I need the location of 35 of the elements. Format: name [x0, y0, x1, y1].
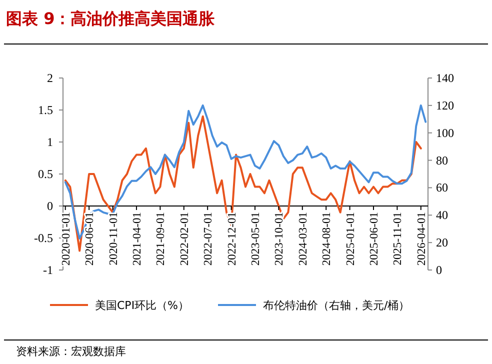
x-tick-label: 2022-02-01: [178, 212, 191, 266]
y2-tick-label: 60: [436, 180, 448, 195]
y2-tick-label: 140: [436, 71, 454, 85]
x-tick-label: 2024-08-01: [321, 212, 334, 266]
x-tick-label: 2022-12-01: [226, 212, 238, 266]
y2-tick-label: 100: [436, 126, 454, 140]
y2-tick-label: 0: [436, 263, 442, 277]
y-tick-label: 0.5: [38, 167, 53, 181]
y-tick-label: -0.5: [34, 231, 53, 245]
chart-title: 图表 9：高油价推高美国通胀: [6, 9, 216, 28]
x-tick-label: 2020-06-01: [84, 212, 96, 266]
x-tick-label: 2024-03-01: [297, 212, 310, 266]
x-tick-label: 2022-07-01: [202, 212, 215, 266]
x-tick-label: 2025-01-01: [344, 212, 357, 266]
x-tick-label: 2021-04-01: [131, 212, 144, 266]
text: 资料来源：宏观数据库: [16, 345, 126, 358]
y2-tick-label: 40: [436, 208, 448, 222]
x-tick-label: 2020-01-01: [60, 212, 72, 266]
x-tick-label: 2025-06-01: [368, 212, 380, 266]
x-tick-label: 2023-05-01: [250, 212, 262, 266]
x-tick-label: 2025-11-01: [392, 212, 404, 266]
y-tick-label: 1: [47, 135, 53, 149]
y2-tick-label: 80: [436, 153, 448, 168]
y-tick-label: 1.5: [38, 103, 53, 117]
y2-tick-label: 20: [436, 236, 448, 250]
legend-label: 美国CPI环比（%）: [95, 299, 190, 312]
x-tick-label: 2026-04-01: [416, 212, 428, 266]
x-tick-label: 2020-11-01: [108, 212, 120, 266]
y-tick-label: -1: [43, 263, 53, 277]
x-tick-label: 2023-10-01: [274, 212, 286, 266]
y2-tick-label: 120: [436, 98, 454, 112]
y-tick-label: 2: [47, 71, 53, 85]
y-tick-label: 0: [47, 199, 53, 213]
x-tick-label: 2021-09-01: [155, 212, 168, 266]
legend-label: 布伦特油价（右轴，美元/桶）: [263, 299, 410, 312]
